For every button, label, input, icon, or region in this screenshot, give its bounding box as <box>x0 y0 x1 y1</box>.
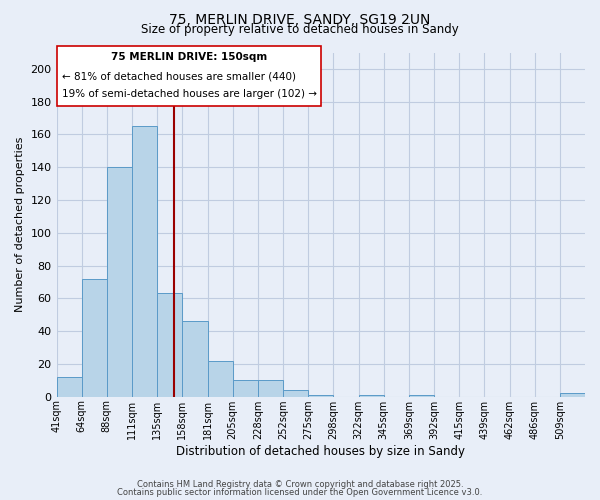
Bar <box>308 395 334 396</box>
X-axis label: Distribution of detached houses by size in Sandy: Distribution of detached houses by size … <box>176 444 465 458</box>
Text: Contains HM Land Registry data © Crown copyright and database right 2025.: Contains HM Land Registry data © Crown c… <box>137 480 463 489</box>
Bar <box>182 322 208 396</box>
Text: ← 81% of detached houses are smaller (440): ← 81% of detached houses are smaller (44… <box>62 72 296 82</box>
Bar <box>233 380 258 396</box>
Text: Contains public sector information licensed under the Open Government Licence v3: Contains public sector information licen… <box>118 488 482 497</box>
Bar <box>56 377 82 396</box>
Y-axis label: Number of detached properties: Number of detached properties <box>15 137 25 312</box>
Bar <box>157 294 182 397</box>
Bar <box>107 167 132 396</box>
Text: 19% of semi-detached houses are larger (102) →: 19% of semi-detached houses are larger (… <box>62 88 317 99</box>
Bar <box>132 126 157 396</box>
Text: Size of property relative to detached houses in Sandy: Size of property relative to detached ho… <box>141 22 459 36</box>
Bar <box>258 380 283 396</box>
Bar <box>208 360 233 396</box>
Text: 75 MERLIN DRIVE: 150sqm: 75 MERLIN DRIVE: 150sqm <box>110 52 267 62</box>
Text: 75, MERLIN DRIVE, SANDY, SG19 2UN: 75, MERLIN DRIVE, SANDY, SG19 2UN <box>169 12 431 26</box>
Bar <box>82 278 107 396</box>
Bar <box>359 395 383 396</box>
Bar <box>283 390 308 396</box>
Bar <box>560 394 585 396</box>
Bar <box>409 395 434 396</box>
FancyBboxPatch shape <box>56 46 321 106</box>
